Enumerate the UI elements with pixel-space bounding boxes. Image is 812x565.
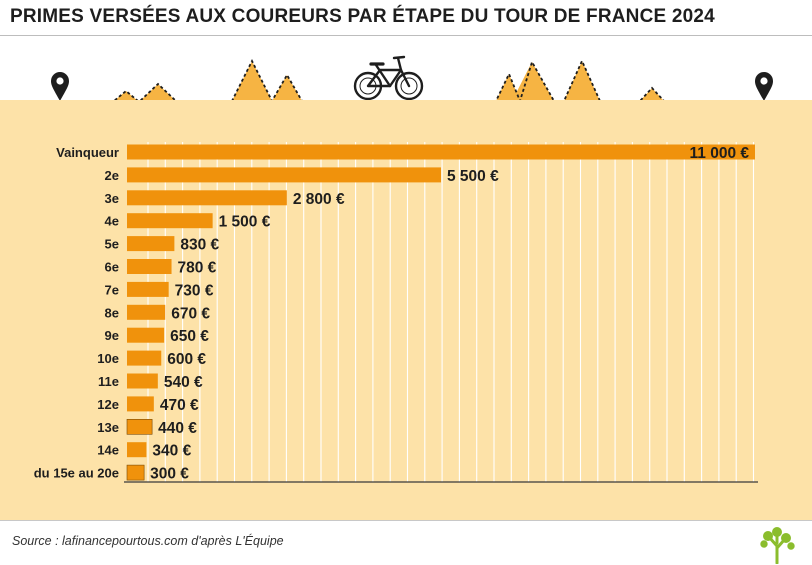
value-label: 670 € bbox=[171, 305, 210, 322]
source-note: Source : lafinancepourtous.com d'après L… bbox=[12, 534, 284, 548]
bar bbox=[127, 190, 287, 206]
value-label: 340 € bbox=[152, 443, 191, 460]
category-label: 13e bbox=[97, 420, 119, 435]
title-divider bbox=[0, 35, 812, 36]
value-label: 470 € bbox=[160, 397, 199, 414]
category-label: 8e bbox=[105, 305, 119, 320]
bar bbox=[127, 167, 441, 183]
value-label: 440 € bbox=[158, 420, 197, 437]
category-label: 10e bbox=[97, 351, 119, 366]
value-label: 600 € bbox=[167, 351, 206, 368]
bar bbox=[126, 464, 145, 481]
finish-pin-icon bbox=[755, 72, 773, 101]
stage-profile bbox=[51, 55, 773, 102]
category-label: 2e bbox=[105, 168, 119, 183]
category-label: 12e bbox=[97, 397, 119, 412]
category-label: 9e bbox=[105, 328, 119, 343]
value-label: 780 € bbox=[178, 260, 217, 277]
mountain-peaks bbox=[114, 61, 664, 101]
category-label: 5e bbox=[105, 237, 119, 252]
value-label: 650 € bbox=[170, 328, 209, 345]
bar bbox=[127, 373, 158, 389]
bar bbox=[126, 418, 153, 435]
category-label: 6e bbox=[105, 260, 119, 275]
bar bbox=[127, 350, 162, 366]
bar bbox=[127, 259, 172, 274]
category-label: du 15e au 20e bbox=[34, 466, 119, 481]
value-label: 1 500 € bbox=[219, 214, 271, 231]
bicycle-icon bbox=[353, 55, 424, 101]
value-label: 540 € bbox=[164, 374, 203, 391]
category-label: Vainqueur bbox=[56, 145, 119, 160]
category-label: 14e bbox=[97, 443, 119, 458]
value-label: 830 € bbox=[180, 237, 219, 254]
footer-divider bbox=[0, 520, 812, 521]
bar bbox=[127, 304, 166, 320]
bar bbox=[127, 396, 154, 412]
bar bbox=[127, 281, 169, 297]
bar bbox=[127, 144, 755, 160]
value-label: 11 000 € bbox=[690, 145, 750, 162]
value-label: 5 500 € bbox=[447, 168, 499, 185]
bar-chart: Vainqueur 11 000 € 2e 5 500 € 3e 2 800 € 4e 1 5… bbox=[34, 142, 758, 483]
value-label: 300 € bbox=[150, 466, 189, 483]
tree-logo-icon bbox=[760, 527, 795, 564]
category-label: 3e bbox=[105, 191, 119, 206]
value-label: 2 800 € bbox=[293, 191, 345, 208]
category-label: 11e bbox=[98, 374, 119, 389]
chart-title: PRIMES VERSÉES AUX COUREURS PAR ÉTAPE DU… bbox=[10, 6, 715, 27]
bar bbox=[127, 442, 147, 458]
start-pin-icon bbox=[51, 72, 69, 101]
bar bbox=[127, 327, 165, 343]
category-label: 4e bbox=[105, 214, 119, 229]
value-label: 730 € bbox=[175, 282, 214, 299]
bar bbox=[127, 213, 213, 229]
bar bbox=[127, 236, 175, 252]
category-label: 7e bbox=[105, 282, 119, 297]
